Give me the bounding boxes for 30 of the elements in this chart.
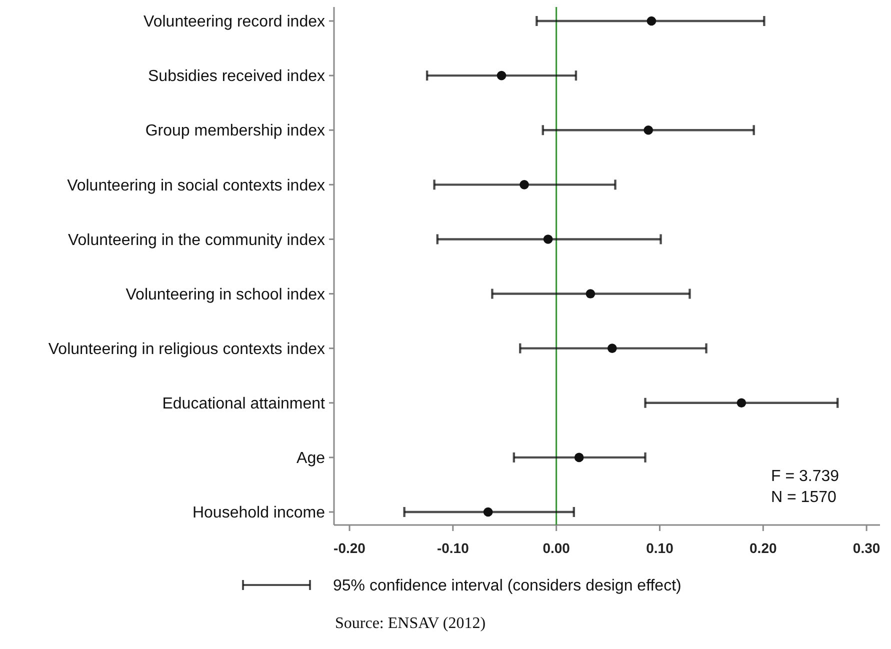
point [496,70,506,80]
y-tick-label: Group membership index [145,122,325,140]
point [646,16,656,26]
point [543,234,553,244]
source-note: Source: ENSAV (2012) [335,615,486,632]
x-tick-label: 0.10 [646,540,674,556]
y-tick-label: Subsidies received index [148,68,325,86]
y-tick-label: Volunteering in religious contexts index [48,340,325,358]
annotation: N = 1570 [771,489,836,506]
y-tick-label: Age [296,450,326,468]
y-tick-label: Volunteering in school index [126,286,325,304]
x-tick-label: -0.20 [334,540,366,556]
y-tick-label: Volunteering in the community index [68,232,325,249]
point [644,125,654,135]
y-tick-label: Household income [192,504,326,522]
y-tick-label: Volunteering record index [144,14,325,31]
x-tick-label: 0.20 [750,540,777,556]
point [520,180,529,190]
y-tick-label: Educational attainment [162,395,326,412]
point [586,289,596,298]
point [736,398,746,408]
x-tick-label: -0.10 [436,540,470,556]
annotation: F = 3.739 [771,468,840,485]
x-tick-label: 0.00 [542,540,570,556]
y-tick-label: Volunteering in social contexts index [67,177,325,194]
point [574,452,584,462]
legend-label: 95% confidence interval (considers design effect) [333,578,682,595]
x-tick-label: 0.30 [852,540,880,556]
point [483,507,493,517]
point [608,344,617,353]
